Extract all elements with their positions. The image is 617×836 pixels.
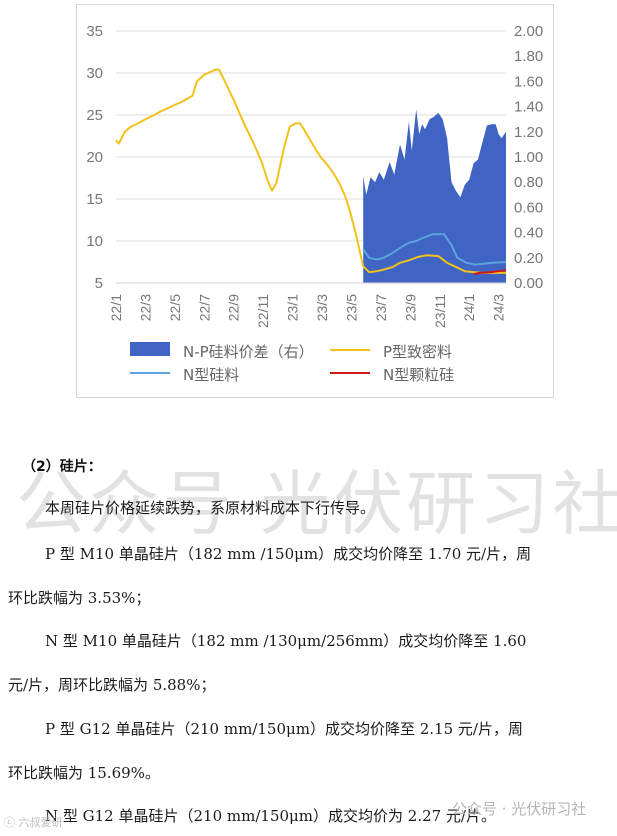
- right-tick-label: 0.80: [514, 174, 543, 191]
- x-tick-label: 22/1: [108, 294, 124, 321]
- section-title: （2）硅片：: [22, 459, 102, 475]
- x-tick-label: 24/3: [491, 294, 507, 321]
- x-tick-label: 22/11: [255, 294, 271, 328]
- left-tick-label: 25: [86, 107, 103, 124]
- paragraph-p-g12-line2: 环比跌幅为 15.69%。: [8, 764, 160, 782]
- watermark-bottom-left: ⓒ 六叔爱研: [4, 816, 63, 829]
- x-tick-label: 23/11: [432, 294, 448, 328]
- watermark-large: 公众号 光伏研习社: [16, 463, 617, 545]
- left-tick-label: 15: [86, 191, 103, 208]
- legend-label-np-spread: N-P硅料价差（右）: [183, 343, 314, 361]
- right-tick-label: 1.20: [514, 124, 543, 141]
- paragraph-n-g12: N 型 G12 单晶硅片（210 mm/150μm）成交均价为 2.27 元/片…: [45, 807, 496, 825]
- x-tick-label: 23/5: [343, 294, 359, 321]
- paragraph-intro: 本周硅片价格延续跌势，系原材料成本下行传导。: [45, 499, 376, 517]
- paragraph-n-m10-line2: 元/片，周环比跌幅为 5.88%；: [8, 676, 216, 694]
- right-tick-label: 1.40: [514, 99, 543, 116]
- x-tick-label: 22/5: [167, 294, 183, 321]
- paragraph-p-g12-line1: P 型 G12 单晶硅片（210 mm/150μm）成交均价降至 2.15 元/…: [45, 720, 523, 738]
- right-tick-label: 1.80: [514, 48, 543, 65]
- series-line-p-dense: [115, 68, 506, 274]
- legend-label-p-dense: P型致密料: [383, 343, 453, 361]
- legend-swatch-p-dense: [330, 349, 370, 351]
- legend-label-n-granular: N型颗粒硅: [383, 366, 455, 384]
- legend-swatch-np-spread: [130, 342, 170, 356]
- silicon-price-chart: 35 30 25 20 15 10 5 2.00 1.80 1.60 1.40 1.20 1.00 0.8…: [86, 23, 543, 328]
- left-tick-label: 35: [86, 23, 103, 40]
- left-tick-label: 30: [86, 65, 103, 82]
- x-tick-label: 23/9: [402, 294, 418, 321]
- x-tick-label: 22/3: [137, 294, 153, 321]
- series-line-n-granular: [473, 269, 507, 276]
- paragraph-p-m10-line2: 环比跌幅为 3.53%；: [8, 589, 151, 607]
- series-line-n-silicon: [362, 233, 507, 266]
- x-tick-label: 23/7: [373, 294, 389, 321]
- legend-swatch-n-silicon: [130, 372, 170, 374]
- left-tick-label: 10: [86, 233, 103, 250]
- x-tick-label: 23/1: [285, 294, 301, 321]
- right-tick-label: 0.40: [514, 225, 543, 242]
- right-tick-label: 0.00: [514, 275, 543, 292]
- right-tick-label: 1.60: [514, 73, 543, 90]
- x-tick-label: 24/1: [461, 294, 477, 321]
- legend-swatch-n-granular: [330, 372, 370, 374]
- watermark-bottom-right: 公众号 · 光伏研习社: [452, 800, 587, 818]
- x-tick-label: 22/9: [226, 294, 242, 321]
- left-tick-label: 20: [86, 149, 103, 166]
- left-tick-label: 5: [95, 275, 103, 292]
- right-tick-label: 2.00: [514, 23, 543, 40]
- right-tick-label: 0.20: [514, 250, 543, 267]
- paragraph-n-m10-line1: N 型 M10 单晶硅片（182 mm /130μm/256mm）成交均价降至 …: [45, 632, 527, 650]
- right-tick-label: 0.60: [514, 199, 543, 216]
- x-tick-label: 22/7: [196, 294, 212, 321]
- legend-label-n-silicon: N型硅料: [183, 366, 240, 384]
- x-tick-label: 23/3: [314, 294, 330, 321]
- paragraph-p-m10-line1: P 型 M10 单晶硅片（182 mm /150μm）成交均价降至 1.70 元…: [45, 545, 532, 563]
- series-area-np-spread: [363, 109, 506, 283]
- right-tick-label: 1.00: [514, 149, 543, 166]
